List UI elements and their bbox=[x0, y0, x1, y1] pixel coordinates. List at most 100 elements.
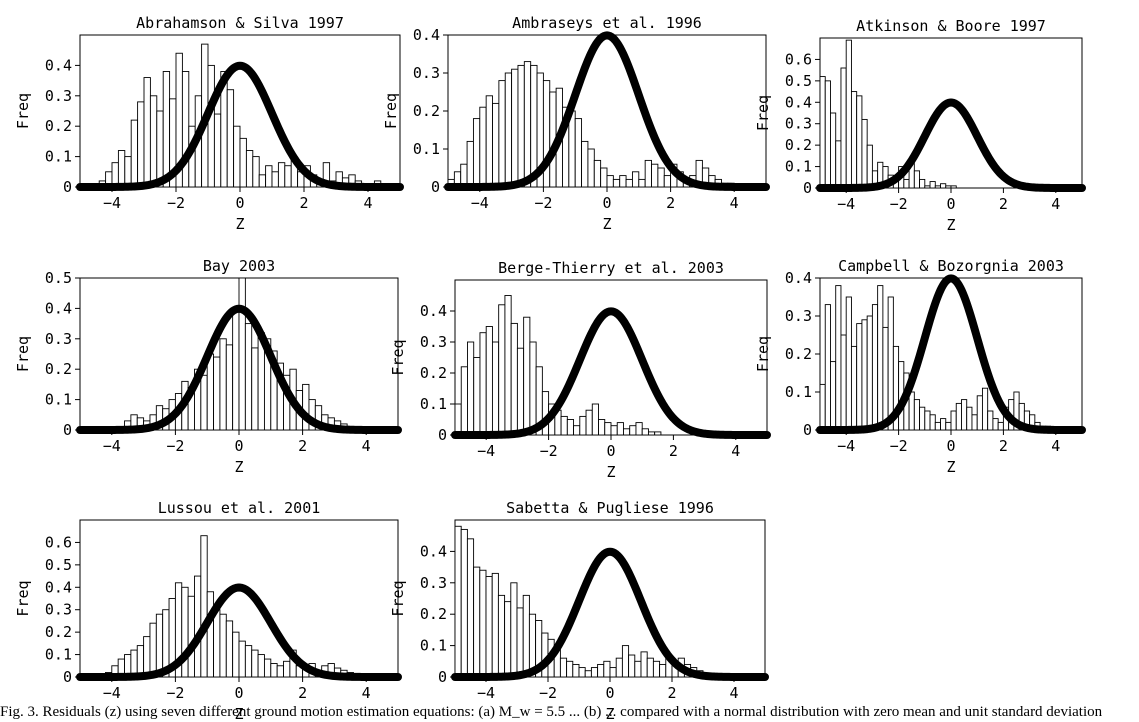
histogram-bar bbox=[511, 68, 519, 188]
x-tick-label: 4 bbox=[729, 684, 738, 702]
x-tick-label: 4 bbox=[362, 684, 371, 702]
y-axis-label: Freq bbox=[389, 339, 407, 375]
chart-title: Atkinson & Boore 1997 bbox=[856, 17, 1046, 35]
histogram-bar bbox=[573, 425, 581, 436]
histogram-bar bbox=[149, 95, 158, 188]
histogram-bar bbox=[137, 101, 145, 188]
histogram-bar bbox=[934, 421, 941, 431]
y-tick-label: 0 bbox=[431, 178, 440, 196]
histogram-bar bbox=[824, 80, 831, 189]
histogram-bar bbox=[497, 594, 506, 678]
histogram-bar bbox=[207, 64, 215, 188]
x-tick-label: −2 bbox=[890, 195, 908, 213]
histogram-bar bbox=[654, 431, 662, 436]
histogram-bar bbox=[612, 178, 621, 188]
histogram-bar bbox=[603, 660, 611, 678]
y-tick-label: 0 bbox=[63, 421, 72, 439]
histogram-bar bbox=[460, 366, 468, 436]
histogram-bar bbox=[485, 576, 493, 678]
histogram-bar bbox=[498, 80, 506, 188]
histogram-bar bbox=[981, 387, 989, 431]
x-tick-label: 4 bbox=[1051, 195, 1060, 213]
normal-curve bbox=[76, 61, 404, 191]
histogram-bar bbox=[629, 425, 637, 436]
y-tick-label: 0.1 bbox=[413, 140, 440, 158]
x-tick-label: 4 bbox=[731, 442, 740, 460]
x-tick-label: −4 bbox=[837, 195, 855, 213]
histogram-bar bbox=[971, 414, 978, 431]
histogram-bar bbox=[919, 178, 926, 189]
histogram-bar bbox=[597, 663, 605, 678]
chart-panel: Lussou et al. 2001 −4 −2 0 2 4 0 0.1 0.2 0.3 0.4 0.… bbox=[14, 499, 402, 722]
y-axis-label: Freq bbox=[754, 95, 772, 131]
x-axis-label: Z bbox=[946, 216, 955, 234]
y-tick-label: 0.2 bbox=[45, 117, 72, 135]
histogram-bar bbox=[516, 347, 525, 436]
x-tick-label: 0 bbox=[605, 684, 614, 702]
y-tick-label: 0.3 bbox=[45, 330, 72, 348]
histogram-bar bbox=[485, 95, 493, 188]
histogram-bar bbox=[479, 106, 487, 188]
histogram-bar bbox=[284, 165, 292, 188]
histogram-bar bbox=[232, 631, 240, 678]
histogram-bar bbox=[908, 391, 915, 431]
histogram-bar bbox=[200, 535, 208, 678]
chart-title: Lussou et al. 2001 bbox=[158, 499, 321, 517]
histogram-bar bbox=[850, 345, 858, 431]
chart-title: Ambraseys et al. 1996 bbox=[512, 14, 702, 32]
histogram-bar bbox=[584, 670, 592, 678]
y-axis-label: Freq bbox=[14, 336, 32, 372]
histogram-bar bbox=[646, 657, 654, 678]
histogram-bar bbox=[955, 402, 962, 431]
normal-curve bbox=[451, 307, 771, 439]
histogram-bar bbox=[585, 409, 593, 436]
histogram-bar bbox=[530, 64, 538, 188]
histogram-bar bbox=[124, 156, 132, 188]
histogram-bar bbox=[824, 304, 831, 431]
y-tick-label: 0.6 bbox=[45, 533, 72, 551]
y-tick-label: 0.3 bbox=[45, 87, 72, 105]
histogram-bar bbox=[644, 159, 652, 188]
histogram-bar bbox=[619, 175, 627, 188]
x-tick-label: 2 bbox=[999, 437, 1008, 455]
histogram-bar bbox=[187, 595, 195, 678]
y-tick-label: 0 bbox=[63, 668, 72, 686]
figure-caption: Fig. 3. Residuals (z) using seven differ… bbox=[0, 704, 1103, 720]
chart-panel: Atkinson & Boore 1997 −4 −2 0 2 4 0 0.1 0.2 0.3 0.… bbox=[754, 17, 1086, 234]
histogram-bar bbox=[239, 137, 247, 188]
x-tick-label: 2 bbox=[666, 194, 675, 212]
histogram-bar bbox=[473, 566, 481, 678]
x-tick-label: −4 bbox=[103, 437, 121, 455]
y-tick-label: 0.5 bbox=[785, 72, 812, 90]
normal-curve bbox=[76, 583, 402, 681]
y-tick-label: 0.3 bbox=[45, 601, 72, 619]
x-tick-label: −4 bbox=[477, 442, 495, 460]
y-tick-label: 0 bbox=[803, 179, 812, 197]
y-tick-label: 0.2 bbox=[420, 364, 447, 382]
y-tick-label: 0.4 bbox=[413, 26, 440, 44]
histogram-bar bbox=[162, 71, 171, 188]
x-tick-label: 4 bbox=[362, 437, 371, 455]
x-tick-label: −4 bbox=[837, 437, 855, 455]
histogram-bar bbox=[587, 148, 595, 188]
normal-curve bbox=[444, 31, 770, 191]
histogram-bar bbox=[640, 651, 648, 678]
histogram-bar bbox=[903, 178, 910, 189]
histogram-bar bbox=[252, 156, 260, 188]
histogram-bar bbox=[610, 425, 618, 436]
histogram-bar bbox=[245, 150, 254, 188]
y-axis-label: Freq bbox=[754, 336, 772, 372]
x-tick-label: 4 bbox=[363, 194, 372, 212]
histogram-bar bbox=[479, 569, 487, 678]
histogram-bar bbox=[244, 323, 253, 431]
x-tick-label: 0 bbox=[946, 195, 955, 213]
chart-panel: Ambraseys et al. 1996 −4 −2 0 2 4 0 0.1 0.2 0.3 0.… bbox=[382, 14, 770, 233]
y-axis-label: Freq bbox=[382, 93, 400, 129]
histogram-bar bbox=[861, 118, 868, 189]
histogram-bar bbox=[845, 296, 852, 431]
histogram-bar bbox=[830, 112, 837, 189]
x-tick-label: 2 bbox=[299, 194, 308, 212]
x-tick-label: 2 bbox=[667, 684, 676, 702]
histogram-bar bbox=[625, 178, 633, 188]
histogram-bar bbox=[155, 613, 164, 678]
